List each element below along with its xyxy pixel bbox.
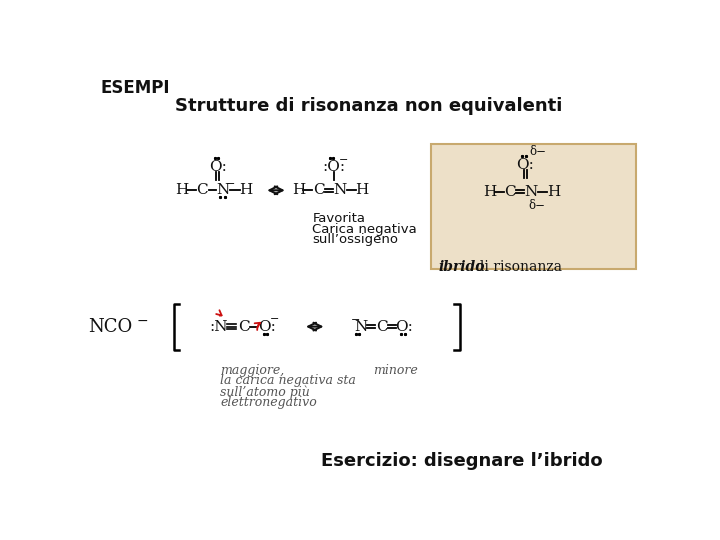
FancyArrowPatch shape: [216, 310, 222, 316]
Text: δ−: δ−: [528, 199, 545, 212]
Text: −: −: [225, 179, 235, 189]
Text: H: H: [239, 183, 253, 197]
Text: δ−: δ−: [529, 145, 546, 158]
Text: −: −: [137, 313, 148, 327]
Text: O:: O:: [517, 158, 534, 172]
Text: C: C: [238, 320, 249, 334]
Text: C: C: [197, 183, 208, 197]
Text: maggiore,: maggiore,: [220, 363, 284, 376]
Text: elettronegativo: elettronegativo: [220, 396, 317, 409]
Text: N: N: [217, 183, 230, 197]
Text: C: C: [377, 320, 388, 334]
Text: sull’ossigeno: sull’ossigeno: [312, 233, 398, 246]
Text: N: N: [333, 183, 346, 197]
Text: C: C: [312, 183, 325, 197]
Text: −: −: [338, 154, 348, 165]
Text: Carica negativa: Carica negativa: [312, 222, 417, 235]
Text: C: C: [504, 185, 516, 199]
Text: sull’atomo più: sull’atomo più: [220, 385, 310, 399]
Text: O:: O:: [209, 160, 227, 174]
Text: Esercizio: disegnare l’ibrido: Esercizio: disegnare l’ibrido: [321, 452, 603, 470]
Text: Favorita: Favorita: [312, 212, 366, 225]
Text: H: H: [483, 185, 497, 199]
Text: O:: O:: [258, 320, 276, 334]
Text: N: N: [355, 320, 368, 334]
Text: −: −: [270, 314, 279, 324]
Text: di risonanza: di risonanza: [471, 260, 562, 274]
Text: la carica negativa sta: la carica negativa sta: [220, 374, 356, 387]
Text: Strutture di risonanza non equivalenti: Strutture di risonanza non equivalenti: [175, 97, 563, 115]
Text: ibrido: ibrido: [438, 260, 485, 274]
Text: N: N: [524, 185, 538, 199]
Text: −: −: [351, 315, 361, 326]
Text: H: H: [546, 185, 560, 199]
Text: H: H: [292, 183, 305, 197]
Text: H: H: [356, 183, 369, 197]
FancyArrowPatch shape: [255, 323, 260, 330]
Text: ESEMPI: ESEMPI: [101, 79, 171, 97]
Text: :N: :N: [210, 320, 228, 334]
Text: minore: minore: [373, 363, 418, 376]
Text: O:: O:: [395, 320, 413, 334]
Bar: [431, 144, 636, 269]
Text: H: H: [176, 183, 189, 197]
Text: NCO: NCO: [89, 318, 132, 335]
Text: :O:: :O:: [323, 160, 346, 174]
